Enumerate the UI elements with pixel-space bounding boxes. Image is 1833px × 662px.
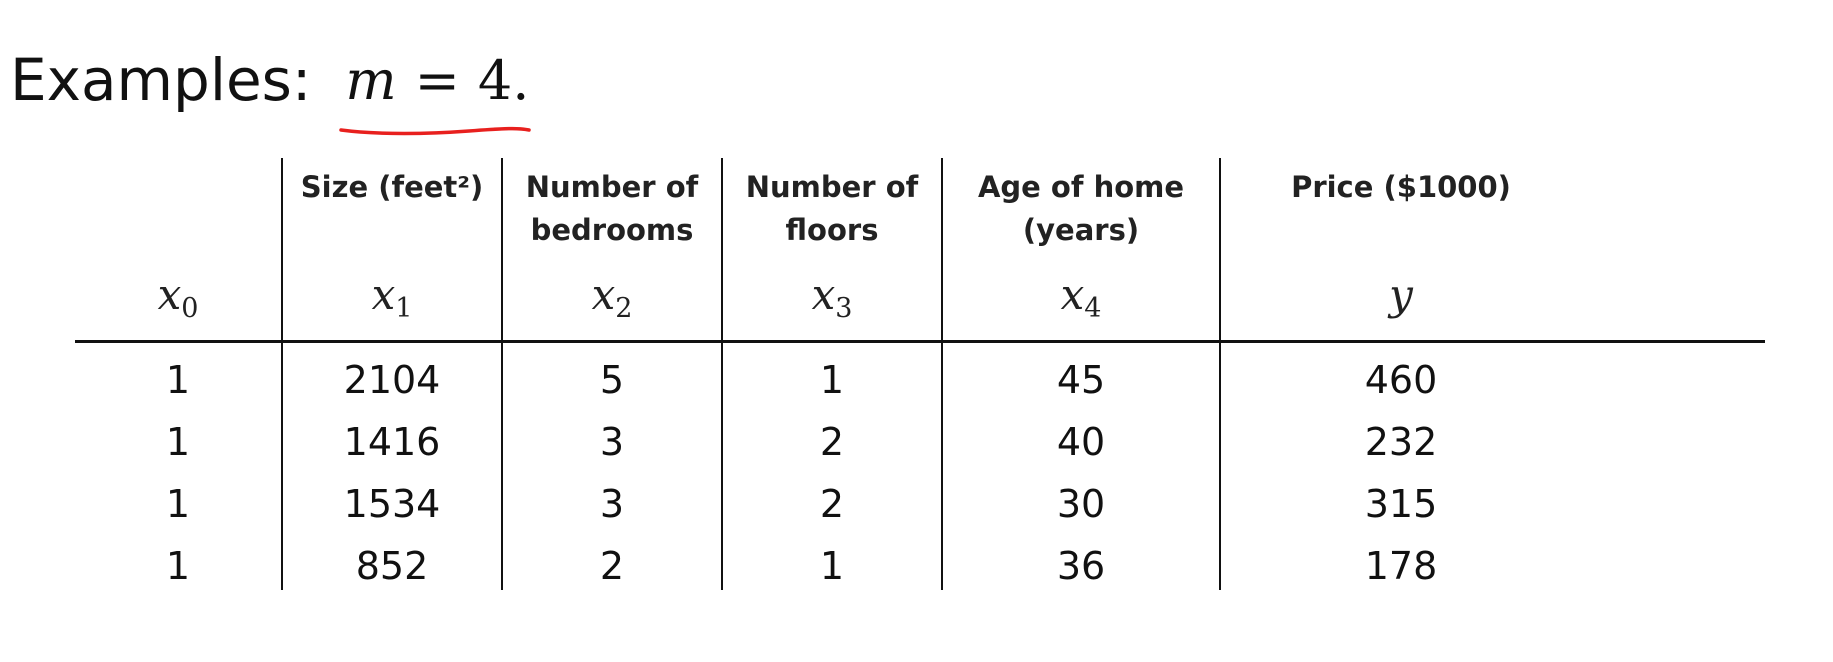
- column-divider: [501, 158, 503, 590]
- column-header-line1: Number of: [745, 170, 919, 204]
- table-cell: 315: [1364, 482, 1438, 526]
- table-cell: 1: [165, 544, 191, 588]
- table-cell: 2: [819, 482, 845, 526]
- table-cell: 45: [1056, 358, 1106, 402]
- table-cell: 2: [819, 420, 845, 464]
- column-price: Price ($1000) y 460 232 315 178: [1221, 158, 1581, 598]
- table-cell: 2104: [343, 358, 441, 402]
- table-cell: 852: [355, 544, 429, 588]
- table-cell: 1: [165, 420, 191, 464]
- examples-label: Examples:: [10, 46, 312, 114]
- housing-data-table: x0 1 1 1 1 Size (feet²) x1 2104 1416 153…: [75, 158, 1765, 598]
- table-cell: 460: [1364, 358, 1438, 402]
- table-cell: 5: [599, 358, 625, 402]
- column-bedrooms: Number of bedrooms x2 5 3 3 2: [503, 158, 721, 598]
- column-age: Age of home (years) x4 45 40 30 36: [943, 158, 1219, 598]
- column-x0: x0 1 1 1 1: [75, 158, 281, 598]
- column-variable: x3: [811, 270, 853, 324]
- column-divider: [281, 158, 283, 590]
- red-underline: [339, 126, 532, 135]
- table-cell: 232: [1364, 420, 1438, 464]
- column-variable: x2: [591, 270, 633, 324]
- m-equation: m = 4.: [339, 48, 532, 135]
- title-row: Examples: m = 4.: [10, 30, 532, 135]
- column-header: Number of floors: [723, 166, 941, 252]
- table-cell: 3: [599, 420, 625, 464]
- column-variable: y: [1389, 270, 1413, 319]
- column-floors: Number of floors x3 1 2 2 1: [723, 158, 941, 598]
- column-header: Age of home (years): [943, 166, 1219, 252]
- column-header-line2: (years): [1022, 213, 1140, 247]
- equals-sign: =: [414, 48, 460, 112]
- column-header-line1: Price ($1000): [1291, 170, 1511, 204]
- m-variable: m: [345, 48, 397, 112]
- column-header-line1: Number of: [525, 170, 699, 204]
- table-cell: 1: [165, 358, 191, 402]
- table-cell: 1416: [343, 420, 441, 464]
- table-cell: 3: [599, 482, 625, 526]
- column-header: Number of bedrooms: [503, 166, 721, 252]
- column-divider: [721, 158, 723, 590]
- header-divider: [75, 340, 1765, 343]
- column-divider: [1219, 158, 1221, 590]
- table-cell: 30: [1056, 482, 1106, 526]
- table-cell: 1: [165, 482, 191, 526]
- column-header-line2: floors: [785, 213, 879, 247]
- column-header-line1: Age of home: [977, 170, 1185, 204]
- table-cell: 1: [819, 544, 845, 588]
- column-size: Size (feet²) x1 2104 1416 1534 852: [283, 158, 501, 598]
- table-cell: 40: [1056, 420, 1106, 464]
- table-cell: 1: [819, 358, 845, 402]
- column-header: Size (feet²): [283, 166, 501, 209]
- column-variable: x4: [1060, 270, 1102, 324]
- table-cell: 1534: [343, 482, 441, 526]
- column-header-line2: bedrooms: [530, 213, 694, 247]
- column-header: Price ($1000): [1221, 166, 1581, 209]
- column-header-line1: Size (feet²): [300, 170, 484, 204]
- m-value: 4.: [477, 48, 530, 112]
- table-cell: 178: [1364, 544, 1438, 588]
- table-cell: 2: [599, 544, 625, 588]
- column-variable: x0: [157, 270, 199, 324]
- column-variable: x1: [371, 270, 413, 324]
- table-cell: 36: [1056, 544, 1106, 588]
- column-divider: [941, 158, 943, 590]
